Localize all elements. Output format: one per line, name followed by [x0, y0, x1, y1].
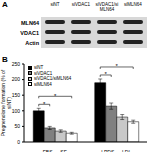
html-text:B: B	[2, 55, 8, 64]
svg-text:*: *	[54, 93, 57, 99]
svg-text:0: 0	[17, 139, 20, 145]
svg-text:*: *	[43, 101, 46, 107]
html-text:siVDAC1: siVDAC1	[34, 70, 53, 76]
html-text:siVDAC1: siVDAC1	[71, 2, 91, 7]
html-text:siVDAC1/siMLN64: siVDAC1/siMLN64	[34, 76, 72, 81]
svg-text:FBS → SF: FBS → SF	[43, 149, 67, 152]
html-text:siNT: siNT	[50, 2, 60, 7]
svg-text:*: *	[105, 71, 108, 77]
html-text:siMLN64: siMLN64	[34, 81, 52, 87]
html-text:siVDAC1/siMLN64: siVDAC1/siMLN64	[95, 2, 119, 12]
html-text:Actin: Actin	[25, 40, 39, 46]
html-text:Pregnenolone formation (% of s: Pregnenolone formation (% of siNT)	[0, 69, 11, 137]
svg-text:*: *	[116, 63, 119, 69]
svg-text:LPDS → LDL: LPDS → LDL	[101, 149, 131, 152]
html-text:MLN64: MLN64	[21, 20, 39, 26]
svg-text:250: 250	[12, 61, 21, 67]
html-text:siMLN64: siMLN64	[124, 2, 142, 7]
svg-text:200: 200	[12, 76, 21, 82]
html-text:VDAC1: VDAC1	[20, 30, 39, 36]
svg-text:150: 150	[12, 92, 21, 98]
html-text:siNT: siNT	[34, 65, 44, 70]
html-text:A: A	[2, 0, 8, 9]
svg-text:100: 100	[12, 108, 21, 114]
svg-text:50: 50	[14, 123, 20, 129]
